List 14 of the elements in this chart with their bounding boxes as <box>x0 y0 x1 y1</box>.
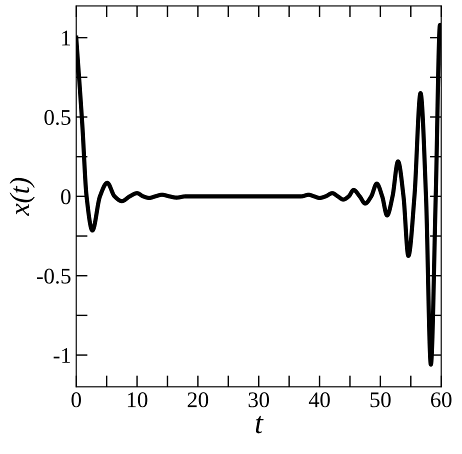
y-tick-label: 0.5 <box>44 110 70 126</box>
y-axis-title: x(t) <box>10 178 35 216</box>
x-tick-label: 40 <box>308 392 330 408</box>
x-tick-label: 30 <box>248 392 269 408</box>
x-tick-label: 60 <box>431 392 452 408</box>
x-axis-title: t <box>256 416 264 434</box>
y-tick-label: -0.5 <box>37 268 70 284</box>
y-tick-label: 0 <box>61 189 71 204</box>
x-tick-label: 10 <box>128 392 148 408</box>
y-tick-label: 1 <box>62 30 70 46</box>
x-tick-label: 20 <box>188 392 208 408</box>
x-tick-label: 0 <box>72 392 81 408</box>
x-tick-label: 50 <box>370 392 391 408</box>
y-tick-label: -1 <box>54 348 70 363</box>
